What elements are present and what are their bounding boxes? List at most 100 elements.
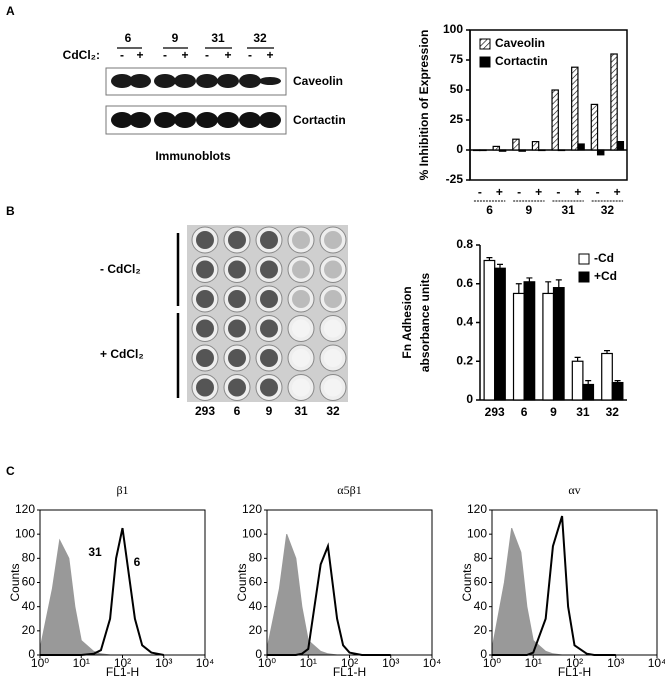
sign-label: +	[136, 48, 143, 62]
protein-label: Caveolin	[293, 74, 343, 88]
bar	[479, 149, 487, 152]
well	[228, 378, 246, 397]
y-tick-label: 80	[249, 551, 263, 565]
x-tick-label: -	[517, 185, 521, 199]
well	[260, 260, 278, 279]
column-label: 9	[266, 404, 273, 418]
y-tick-label: 20	[22, 623, 36, 637]
bar	[552, 287, 565, 401]
bar	[616, 141, 625, 151]
well	[228, 260, 246, 279]
y-tick-label: 25	[450, 112, 464, 126]
x-tick-label: 10³	[155, 656, 172, 670]
bar	[582, 383, 595, 401]
well	[324, 319, 342, 338]
y-axis-label: Counts	[8, 563, 22, 601]
y-axis-label: Fn Adhesion	[400, 286, 414, 358]
y-tick-label: 40	[249, 599, 263, 613]
legend-swatch	[479, 38, 491, 50]
y-tick-label: -25	[446, 172, 464, 186]
panel-label: A	[6, 4, 15, 18]
y-tick-label: 0	[28, 647, 35, 661]
y-tick-label: 0.8	[456, 237, 473, 251]
bar	[518, 149, 526, 152]
y-tick-label: 40	[22, 599, 36, 613]
bar	[596, 149, 605, 156]
chart-title: αv	[568, 483, 580, 497]
x-tick-label: 10²	[114, 656, 131, 670]
y-tick-label: 40	[474, 599, 488, 613]
bar	[577, 143, 585, 151]
y-tick-label: 60	[22, 575, 36, 589]
blot-strip	[105, 105, 287, 135]
y-tick-label: 75	[450, 52, 464, 66]
annotation: 31	[88, 545, 102, 559]
x-axis-label: FL1-H	[333, 665, 366, 676]
bar	[590, 103, 599, 151]
blot-strip	[105, 67, 287, 96]
y-tick-label: 0	[480, 647, 487, 661]
well	[196, 319, 214, 338]
plate	[187, 225, 348, 402]
error-bar	[614, 380, 621, 383]
y-tick-label: 20	[474, 623, 488, 637]
band	[154, 112, 176, 128]
error-bar	[486, 256, 493, 261]
y-tick-label: 0	[456, 142, 463, 156]
lane-label: 6	[125, 31, 132, 45]
band	[129, 74, 151, 88]
panel-label: C	[6, 464, 15, 478]
well	[228, 319, 246, 338]
x-tick-label: 6	[521, 405, 528, 419]
band	[111, 112, 133, 128]
error-bar	[555, 279, 562, 288]
well	[196, 231, 214, 249]
error-bar	[515, 283, 522, 294]
chart-title: α5β1	[337, 483, 361, 497]
y-axis-label: % Inhibition of Expression	[417, 30, 431, 181]
panel-label: B	[6, 204, 15, 218]
well	[324, 378, 342, 397]
x-tick-label: 10²	[566, 656, 583, 670]
x-tick-label: +	[496, 185, 503, 199]
well	[260, 378, 278, 397]
x-tick-label: 10¹	[73, 656, 90, 670]
well	[260, 231, 278, 249]
band	[196, 112, 218, 128]
x-tick-label: 32	[606, 405, 620, 419]
legend-label: -Cd	[594, 251, 614, 265]
well	[292, 260, 310, 279]
well	[196, 260, 214, 279]
x-tick-label: 10³	[382, 656, 399, 670]
well	[292, 231, 310, 249]
x-tick-label: 10¹	[525, 656, 542, 670]
y-tick-label: 100	[443, 22, 463, 36]
error-bar	[545, 281, 552, 294]
treatment-label: CdCl₂:	[63, 48, 100, 62]
well	[292, 319, 310, 338]
well	[228, 231, 246, 249]
legend-swatch	[578, 253, 590, 265]
bar	[542, 292, 555, 401]
bar	[557, 149, 566, 152]
sign-label: -	[163, 48, 167, 62]
well	[228, 349, 246, 367]
band	[217, 74, 239, 88]
lane-label: 9	[172, 31, 179, 45]
bar	[571, 66, 579, 151]
x-tick-label: 10¹	[300, 656, 317, 670]
y-axis-label: Counts	[235, 563, 249, 601]
x-tick-label: +	[614, 185, 621, 199]
band	[111, 74, 133, 88]
y-tick-label: 100	[15, 526, 35, 540]
band	[154, 74, 176, 88]
x-tick-label: 10²	[341, 656, 358, 670]
bar	[551, 89, 559, 151]
sign-label: -	[120, 48, 124, 62]
x-tick-label: 10⁴	[196, 656, 215, 670]
well	[324, 231, 342, 249]
error-bar	[604, 349, 611, 354]
bar	[610, 53, 618, 151]
y-tick-label: 80	[474, 551, 488, 565]
y-tick-label: 50	[450, 82, 464, 96]
